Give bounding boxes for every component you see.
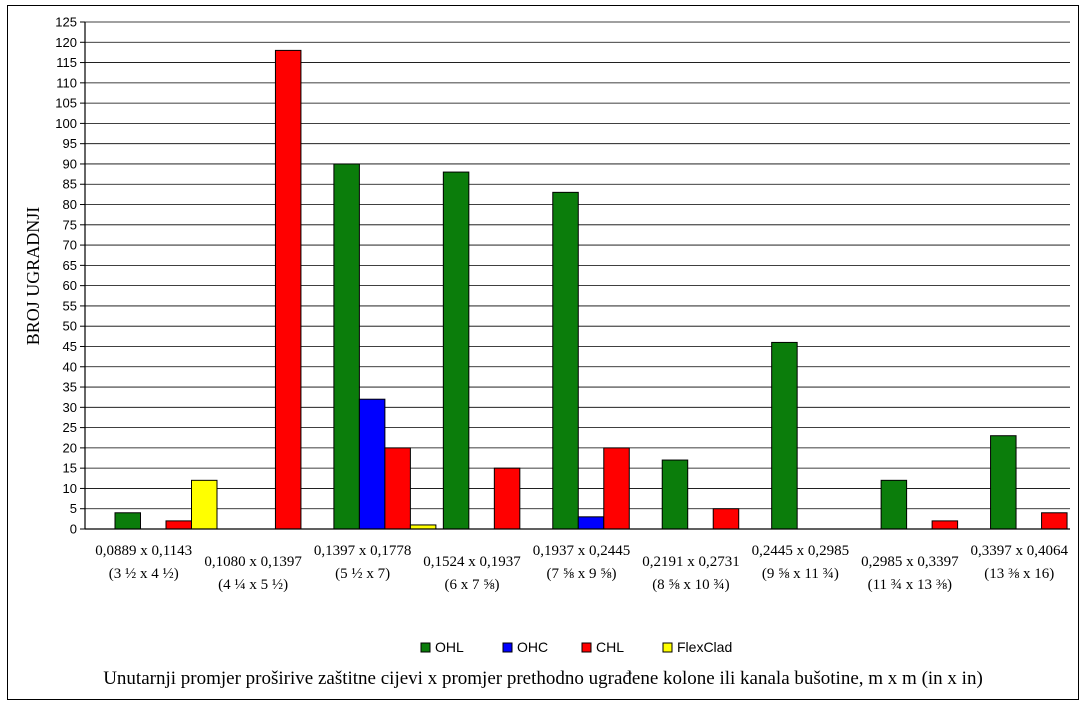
legend-swatch-ohc xyxy=(502,642,513,653)
bar-flexclad xyxy=(409,524,437,530)
y-tick-label: 25 xyxy=(63,420,77,435)
y-axis-title: BROJ UGRADNJI xyxy=(23,207,43,346)
bar-ohl xyxy=(442,171,470,530)
legend-label: OHL xyxy=(435,639,464,655)
bar-chl xyxy=(384,447,411,530)
y-tick-label: 80 xyxy=(63,197,77,212)
x-category-sublabel: (8 ⅝ x 10 ¾) xyxy=(652,577,730,593)
y-tick-label: 45 xyxy=(63,339,77,354)
y-tick-label: 40 xyxy=(63,359,77,374)
y-tick-label: 105 xyxy=(55,96,77,111)
bar-ohl xyxy=(990,435,1017,530)
x-category-label: 0,1937 x 0,2445 xyxy=(533,543,631,559)
x-category-sublabel: (4 ¼ x 5 ½) xyxy=(218,577,288,593)
x-category-sublabel: (6 x 7 ⅝) xyxy=(445,577,500,593)
bar-flexclad xyxy=(191,479,218,530)
legend: OHL OHC CHL FlexClad xyxy=(420,639,732,655)
bar-ohl xyxy=(114,512,141,530)
chart-frame xyxy=(7,5,1079,700)
legend-label: FlexClad xyxy=(677,639,732,655)
y-tick-label: 30 xyxy=(63,400,77,415)
bar-chl xyxy=(931,520,959,530)
x-category-sublabel: (5 ½ x 7) xyxy=(335,566,390,582)
x-category-sublabel: (11 ¾ x 13 ⅜) xyxy=(868,577,952,593)
y-tick-label: 5 xyxy=(70,501,77,516)
x-category-sublabel: (13 ⅜ x 16) xyxy=(984,566,1054,582)
y-tick-label: 75 xyxy=(63,217,77,232)
bar-ohl xyxy=(661,459,689,530)
y-tick-label: 10 xyxy=(63,481,77,496)
y-tick-label: 0 xyxy=(70,522,77,537)
y-tick-label: 20 xyxy=(63,440,77,455)
x-category-label: 0,3397 x 0,4064 xyxy=(971,543,1069,559)
y-tick-label: 95 xyxy=(63,136,77,151)
legend-swatch-flexclad xyxy=(662,642,673,653)
x-category-sublabel: (7 ⅝ x 9 ⅝) xyxy=(547,566,617,582)
bar-chl xyxy=(1041,512,1068,530)
x-category-label: 0,2985 x 0,3397 xyxy=(861,554,959,570)
bar-chl xyxy=(165,520,192,530)
x-category-label: 0,1080 x 0,1397 xyxy=(204,554,302,570)
x-category-label: 0,1397 x 0,1778 xyxy=(314,543,412,559)
legend-label: CHL xyxy=(596,639,624,655)
y-tick-label: 90 xyxy=(63,156,77,171)
x-axis-categories: 0,0889 x 0,1143 (3 ½ x 4 ½) 0,1080 x 0,139… xyxy=(95,543,1068,593)
x-category-sublabel: (3 ½ x 4 ½) xyxy=(109,566,179,582)
x-category-label: 0,2445 x 0,2985 xyxy=(752,543,850,559)
x-category-label: 0,2191 x 0,2731 xyxy=(642,554,740,570)
y-tick-label: 70 xyxy=(63,238,77,253)
legend-swatch-ohl xyxy=(420,642,431,653)
bar-chl xyxy=(493,467,521,530)
bars xyxy=(114,49,1068,530)
bar-ohl xyxy=(880,479,908,530)
bar-ohl xyxy=(552,191,579,530)
y-tick-label: 55 xyxy=(63,298,77,313)
y-tick-label: 35 xyxy=(63,380,77,395)
y-tick-label: 125 xyxy=(55,15,77,30)
y-tick-label: 65 xyxy=(63,258,77,273)
x-category-sublabel: (9 ⅝ x 11 ¾) xyxy=(762,566,839,582)
y-tick-label: 15 xyxy=(63,461,77,476)
y-tick-label: 60 xyxy=(63,278,77,293)
legend-swatch-chl xyxy=(581,642,592,653)
y-tick-label: 100 xyxy=(55,116,77,131)
bar-ohc xyxy=(577,516,605,530)
y-tick-label: 110 xyxy=(56,75,77,90)
bar-ohl xyxy=(333,163,360,530)
bar-chl xyxy=(712,508,740,530)
bar-ohc xyxy=(358,398,386,530)
bar-chl xyxy=(603,447,630,530)
y-tick-label: 120 xyxy=(55,35,77,50)
x-axis-title: Unutarnji promjer proširive zaštitne cij… xyxy=(103,668,983,689)
x-category-label: 0,0889 x 0,1143 xyxy=(95,543,192,559)
y-tick-label: 115 xyxy=(56,55,77,70)
y-tick-label: 85 xyxy=(63,177,77,192)
x-category-label: 0,1524 x 0,1937 xyxy=(423,554,521,570)
y-axis-ticks: 0 5 10 15 20 25 30 35 40 45 50 55 60 65 70 75 80 85 90 95 10… xyxy=(55,15,85,537)
bar-ohl xyxy=(771,341,798,530)
legend-label: OHC xyxy=(517,639,548,655)
bar-chl xyxy=(274,49,302,530)
y-tick-label: 50 xyxy=(63,319,77,334)
